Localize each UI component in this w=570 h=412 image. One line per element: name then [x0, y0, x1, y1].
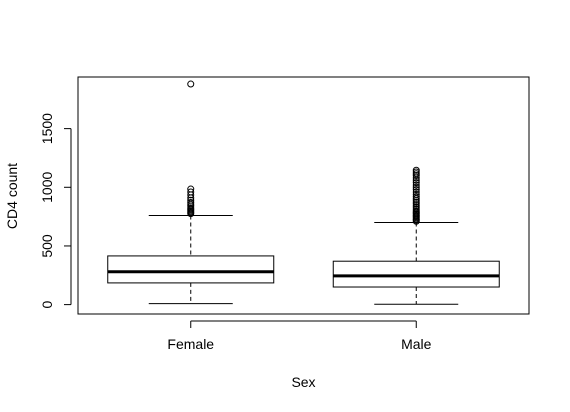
y-tick-label: 1500 — [39, 113, 55, 144]
x-tick-label: Male — [401, 336, 432, 352]
outlier-point — [187, 185, 195, 193]
outlier-point — [412, 183, 420, 191]
y-axis: 0 500 1000 1500 — [39, 113, 72, 309]
outlier-point — [412, 166, 420, 174]
iqr-box — [332, 260, 500, 288]
outlier-point — [412, 186, 420, 194]
outlier-point — [412, 190, 420, 198]
x-tick-label: Female — [167, 336, 214, 352]
x-axis-label: Sex — [291, 374, 315, 390]
outlier-point — [412, 181, 420, 189]
outlier-point — [412, 188, 420, 196]
outlier-point — [187, 80, 195, 88]
plot-frame — [77, 76, 530, 315]
y-tick-label: 0 — [39, 301, 55, 309]
iqr-box — [107, 255, 275, 284]
outlier-point — [187, 188, 195, 196]
boxes — [107, 80, 500, 305]
outlier-point — [187, 196, 195, 204]
box-male — [332, 166, 500, 305]
x-axis: Female Male — [167, 320, 432, 352]
y-axis-label: CD4 count — [4, 163, 20, 229]
outlier-point — [412, 193, 420, 201]
y-tick-label: 1000 — [39, 172, 55, 203]
box-female — [107, 80, 275, 305]
outlier-point — [412, 179, 420, 187]
outlier-point — [187, 199, 195, 207]
y-tick-label: 500 — [39, 234, 55, 258]
